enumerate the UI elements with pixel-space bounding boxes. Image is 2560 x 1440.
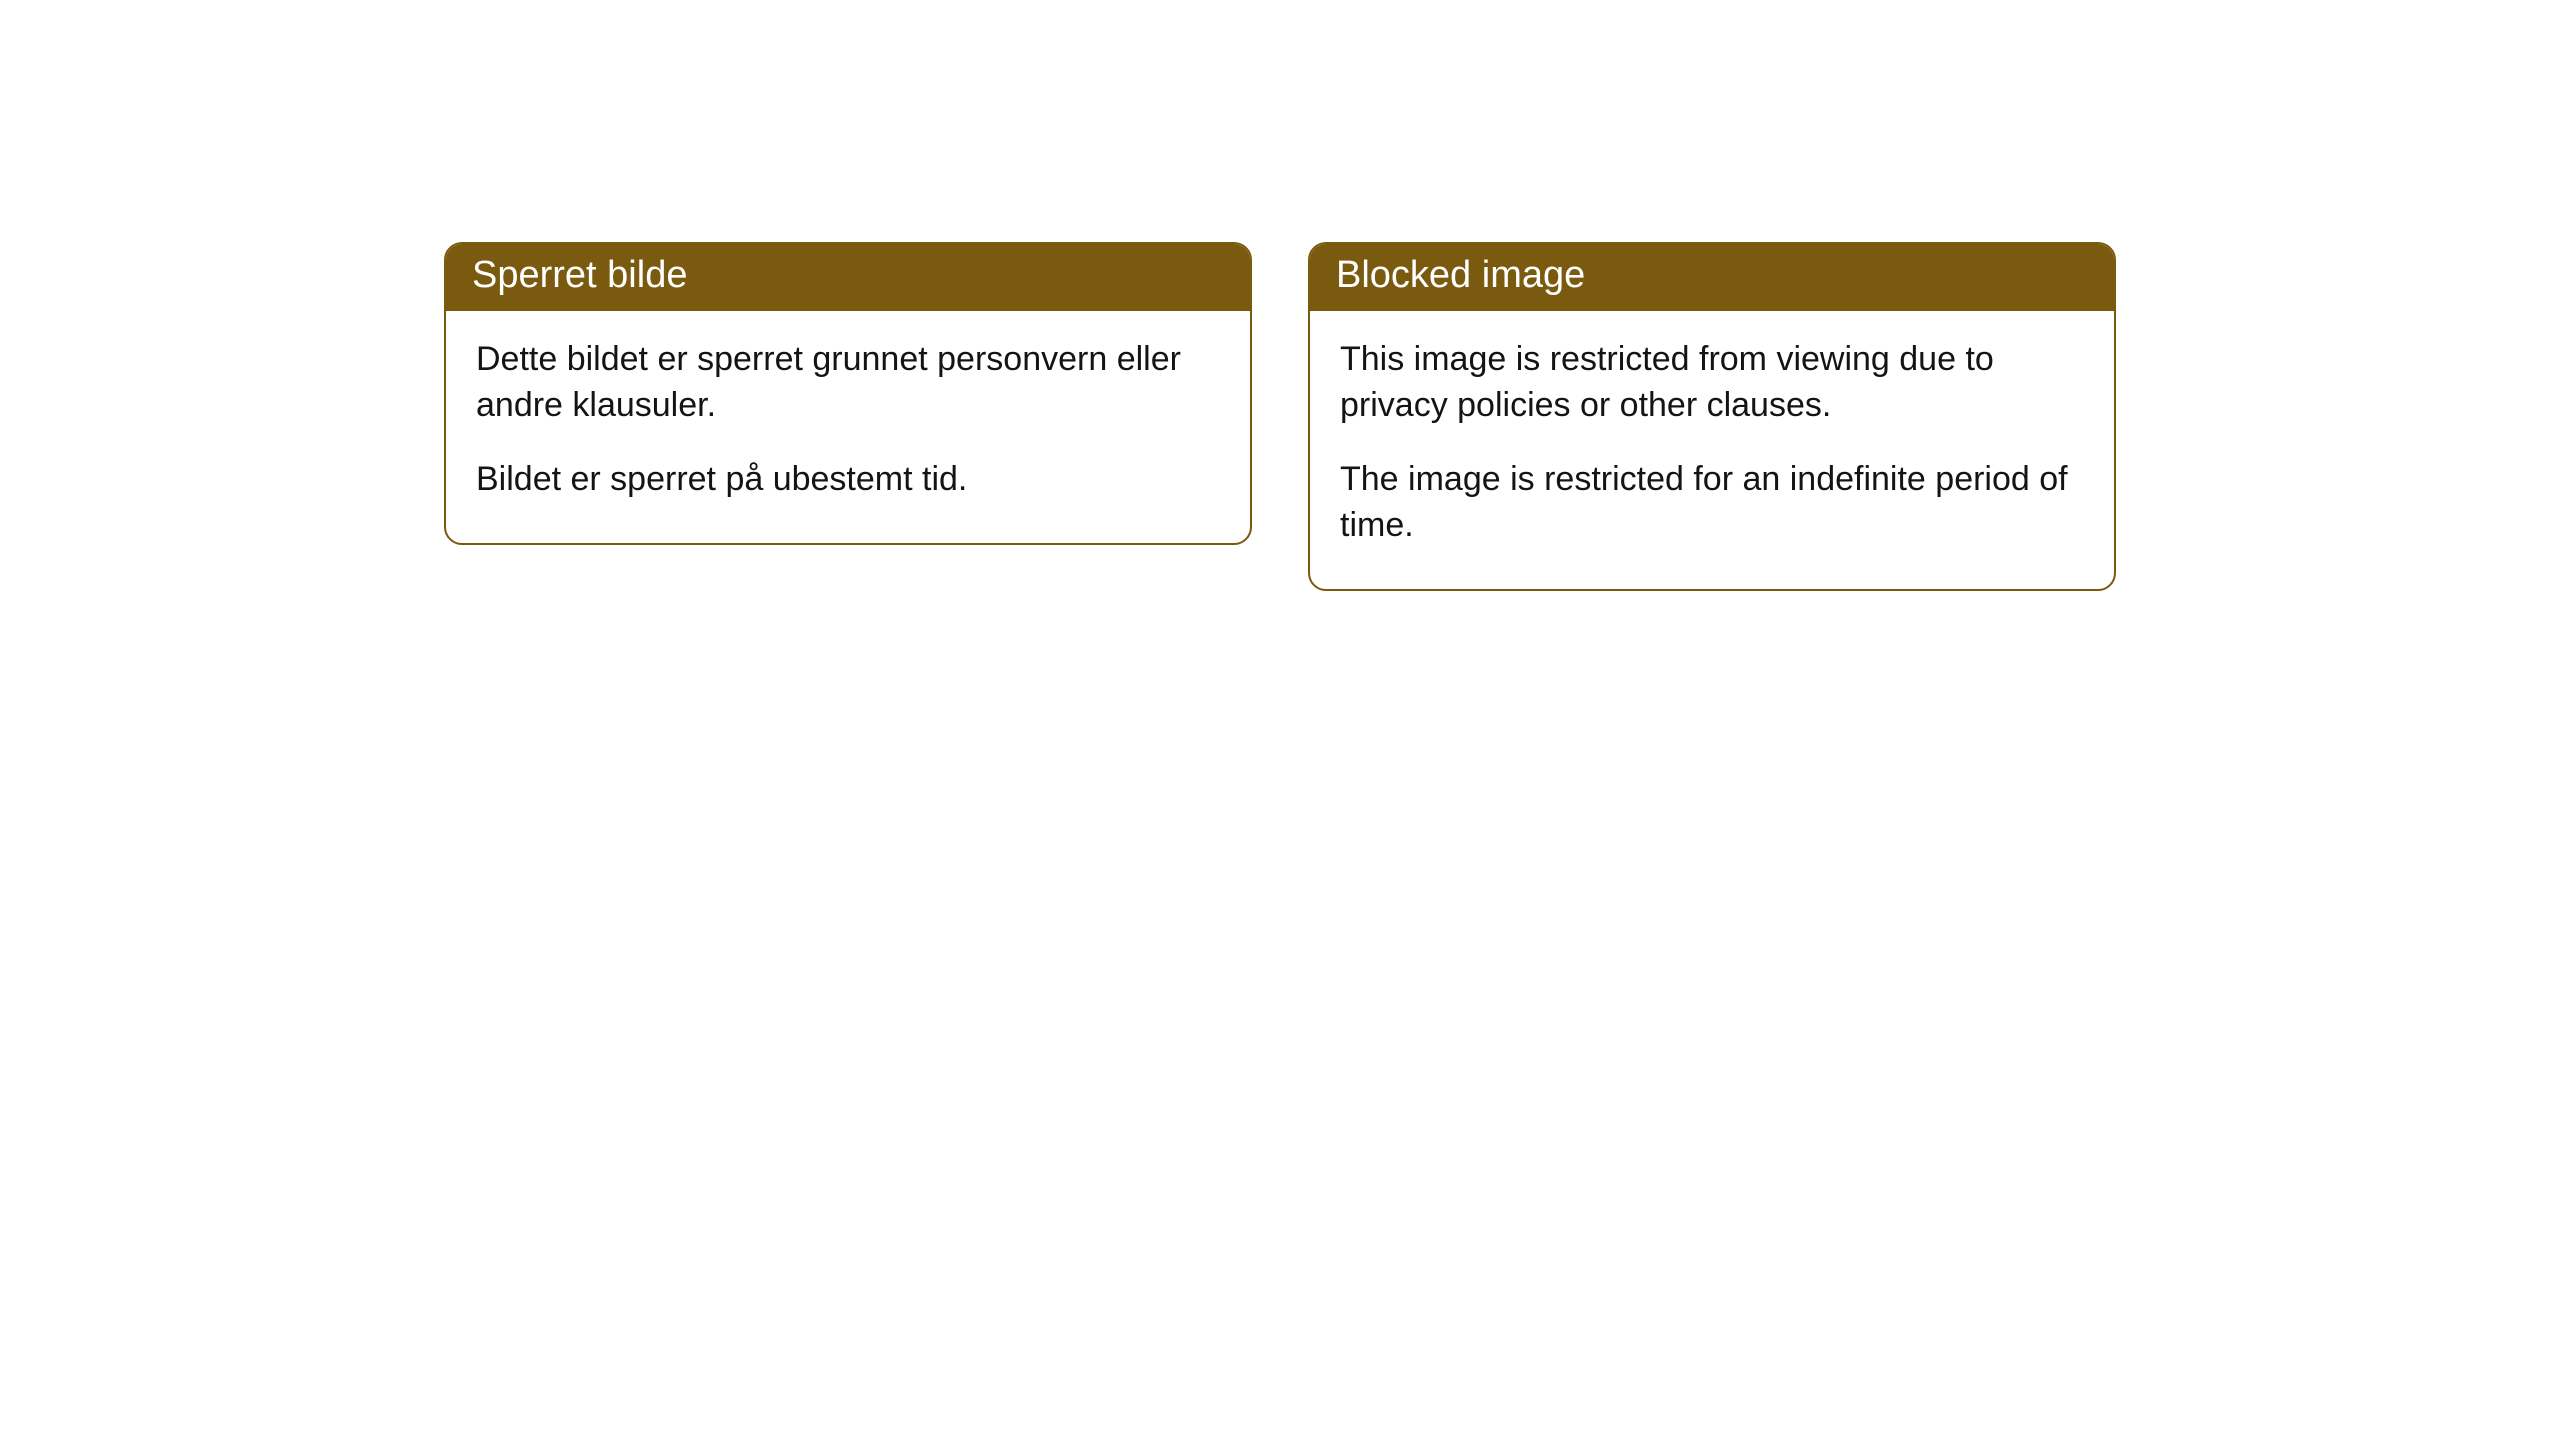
notice-card-english: Blocked image This image is restricted f… — [1308, 242, 2116, 591]
card-header-norwegian: Sperret bilde — [446, 244, 1250, 311]
card-header-english: Blocked image — [1310, 244, 2114, 311]
card-paragraph: The image is restricted for an indefinit… — [1340, 457, 2084, 549]
card-body-english: This image is restricted from viewing du… — [1310, 311, 2114, 589]
card-title: Sperret bilde — [472, 254, 687, 296]
card-paragraph: Bildet er sperret på ubestemt tid. — [476, 457, 1220, 503]
card-title: Blocked image — [1336, 254, 1585, 296]
card-body-norwegian: Dette bildet er sperret grunnet personve… — [446, 311, 1250, 543]
card-paragraph: Dette bildet er sperret grunnet personve… — [476, 337, 1220, 429]
notice-cards-container: Sperret bilde Dette bildet er sperret gr… — [444, 242, 2116, 1440]
card-paragraph: This image is restricted from viewing du… — [1340, 337, 2084, 429]
notice-card-norwegian: Sperret bilde Dette bildet er sperret gr… — [444, 242, 1252, 545]
